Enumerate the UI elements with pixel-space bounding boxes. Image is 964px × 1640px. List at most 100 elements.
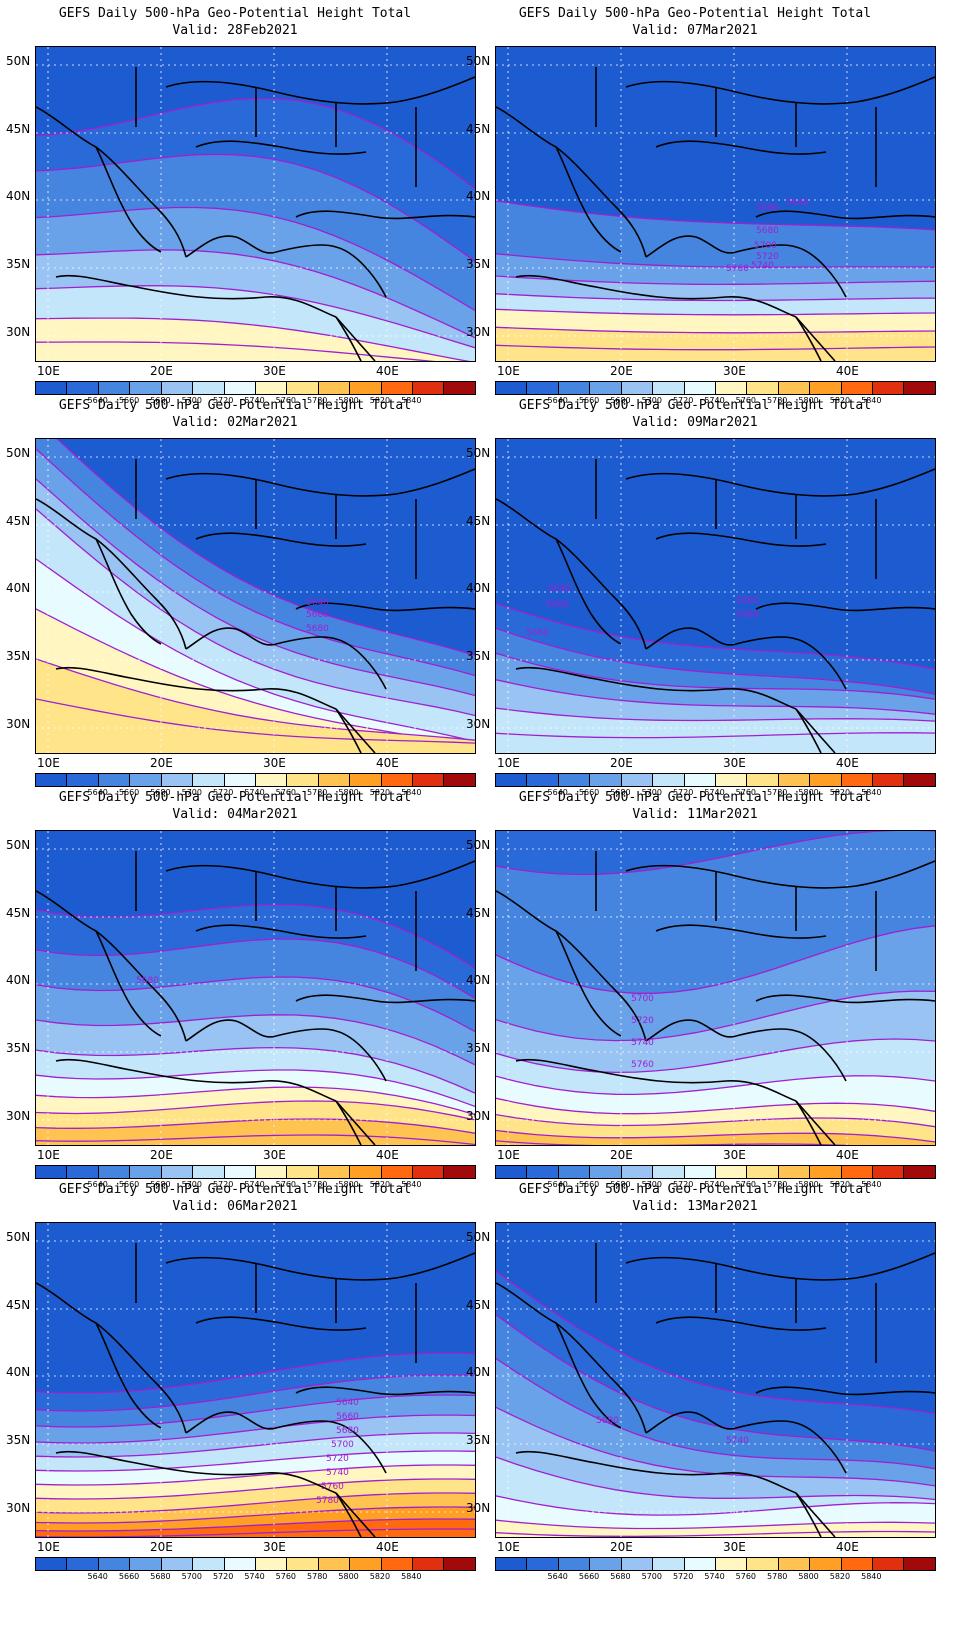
panel-valid-date: Valid: 02Mar2021 <box>172 415 298 430</box>
contour-label: 5700 <box>331 1440 354 1450</box>
colorbar-swatch <box>413 774 445 786</box>
coastline <box>595 67 877 361</box>
coastline <box>625 468 935 497</box>
colorbar-swatch <box>161 1166 194 1178</box>
contour-line <box>496 831 935 876</box>
colorbar-swatch <box>161 382 194 394</box>
colorbar-label: 5780 <box>767 1180 788 1189</box>
coastline <box>135 1243 417 1537</box>
colorbar-label: 5660 <box>578 1572 600 1581</box>
colorbar-label: 5760 <box>275 788 297 797</box>
contour-label: 5640 <box>336 1398 359 1408</box>
lat-label: 40N <box>466 973 491 987</box>
contour-line <box>496 1097 935 1115</box>
coastline <box>55 274 337 318</box>
colorbar-label: 5640 <box>547 788 568 797</box>
colorbar-swatch <box>558 382 591 394</box>
lat-label: 45N <box>466 906 491 920</box>
colorbar-label: 5640 <box>547 396 568 405</box>
colorbar-swatch <box>350 774 382 786</box>
colorbar-label: 5840 <box>401 396 422 405</box>
colorbar <box>495 381 936 395</box>
map-area: 5680 <box>35 830 476 1146</box>
lat-label: 35N <box>6 1041 31 1055</box>
coastline <box>95 930 162 1037</box>
panel-valid-date: Valid: 11Mar2021 <box>632 807 758 822</box>
lon-label: 40E <box>376 1540 399 1554</box>
lat-label: 30N <box>466 717 491 731</box>
lon-label: 40E <box>376 364 399 378</box>
colorbar-swatch <box>841 774 874 786</box>
colorbar-label: 5720 <box>672 1180 694 1189</box>
colorbar-swatch <box>255 1558 288 1570</box>
colorbar-swatch <box>810 774 842 786</box>
contour-line <box>36 1100 475 1121</box>
colorbar-swatch <box>36 382 68 394</box>
contour-line <box>496 1314 935 1452</box>
lon-label: 40E <box>376 756 399 770</box>
colorbar-swatch <box>224 774 256 786</box>
colorbar-swatch <box>67 1558 99 1570</box>
lat-label: 50N <box>6 446 31 460</box>
lat-label: 45N <box>466 122 491 136</box>
colorbar-swatch <box>193 1166 225 1178</box>
lat-label: 45N <box>466 514 491 528</box>
map-svg: 5700 5720 5740 5760 <box>496 831 935 1145</box>
contour-line <box>496 1358 935 1470</box>
contour-line <box>36 658 475 741</box>
colorbar-swatch <box>747 774 779 786</box>
colorbar-swatch <box>558 1166 591 1178</box>
colorbar-swatch <box>130 774 162 786</box>
contour-line <box>496 1530 935 1537</box>
map-area: 5640 5660 5680 5660 5680 <box>495 438 936 754</box>
colorbar-label: 5720 <box>212 1180 234 1189</box>
colorbar-swatch <box>98 1166 131 1178</box>
lon-label: 20E <box>150 756 173 770</box>
colorbar-swatch <box>558 1558 591 1570</box>
lat-label: 50N <box>466 446 491 460</box>
contour-label: 5680 <box>136 976 159 986</box>
lat-label: 40N <box>6 189 31 203</box>
colorbar-swatch <box>715 382 748 394</box>
colorbar-labels: 5640 5660 5680 5700 5720 5740 5760 5780 5800 5820… <box>35 1180 476 1190</box>
height-band <box>36 699 475 753</box>
contour-label: 5740 <box>326 1468 349 1478</box>
lon-label: 30E <box>263 1148 286 1162</box>
colorbar-swatch <box>255 774 288 786</box>
colorbar-label: 5640 <box>87 396 108 405</box>
contour-label: 5640 <box>306 598 329 608</box>
contour-line <box>36 341 436 361</box>
colorbar-label: 5740 <box>704 788 725 797</box>
contour-label: 5740 <box>631 1038 654 1048</box>
lat-label: 40N <box>6 581 31 595</box>
lat-label: 35N <box>466 1041 491 1055</box>
lon-label: 10E <box>37 1148 60 1162</box>
contour-line <box>36 1352 475 1394</box>
colorbar-swatch <box>161 774 194 786</box>
colorbar-swatch <box>413 382 445 394</box>
coastline <box>555 538 622 645</box>
colorbar-label: 5740 <box>244 396 265 405</box>
contour-label: 5720 <box>756 252 779 262</box>
colorbar-swatch <box>684 382 716 394</box>
contour-label: 5660 <box>546 600 569 610</box>
lat-label: 50N <box>466 1230 491 1244</box>
lon-label: 30E <box>723 756 746 770</box>
colorbar-swatch <box>381 1558 414 1570</box>
colorbar-swatch <box>98 774 131 786</box>
lat-label: 35N <box>466 257 491 271</box>
contour-line <box>36 153 475 262</box>
contour-line <box>36 448 475 677</box>
panel-title: GEFS Daily 500-hPa Geo-Potential Height … <box>58 398 412 413</box>
colorbar-label: 5680 <box>610 1180 631 1189</box>
colorbar-swatch <box>747 1558 779 1570</box>
map-panel-p-28feb: GEFS Daily 500-hPa Geo-Potential Height … <box>0 0 482 410</box>
coastline <box>135 67 417 361</box>
map-panel-p-11mar: GEFS Daily 500-hPa Geo-Potential Height … <box>460 784 942 1194</box>
coastline <box>655 532 827 547</box>
coastline <box>36 106 187 258</box>
coastline <box>595 851 877 1145</box>
colorbar-label: 5680 <box>610 788 631 797</box>
colorbar-labels: 5640 5660 5680 5700 5720 5740 5760 5780 5800 5820… <box>495 396 936 406</box>
map-panel-p-09mar: GEFS Daily 500-hPa Geo-Potential Height … <box>460 392 942 802</box>
